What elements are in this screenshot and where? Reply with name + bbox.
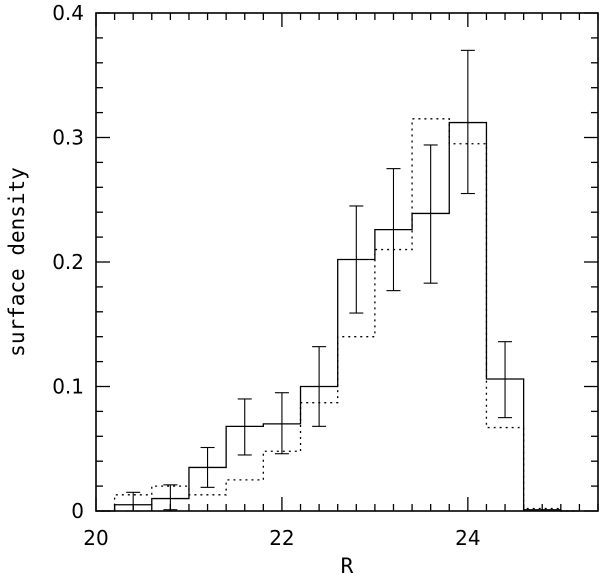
y-axis-title: surface density [5,167,29,357]
error-bar-6 [349,205,364,314]
error-bar-10 [498,341,513,419]
axis-ticks [95,12,599,512]
y-tick-label: 0.4 [52,1,84,25]
x-tick-label: 22 [269,526,294,550]
y-tick-label: 0 [71,499,84,523]
y-tick-label: 0.3 [52,126,84,150]
plot-frame [95,12,599,512]
y-tick-label: 0.2 [52,250,84,274]
error-bar-4 [274,392,289,455]
error-bar-5 [312,346,327,427]
error-bars [126,49,513,512]
series-solid-line [96,121,580,512]
error-bar-7 [386,168,401,292]
y-tick-label: 0.1 [52,375,84,399]
x-tick-label: 20 [83,526,108,550]
x-axis-title: R [341,554,354,576]
error-bar-2 [200,446,215,488]
error-bar-8 [423,144,438,284]
error-bar-3 [237,398,252,456]
x-tick-label: 24 [455,526,480,550]
tick-labels: 20 22 24 0 0.1 0.2 0.3 0.4 [52,1,480,550]
error-bar-9 [460,49,475,195]
solid-series [96,121,580,512]
